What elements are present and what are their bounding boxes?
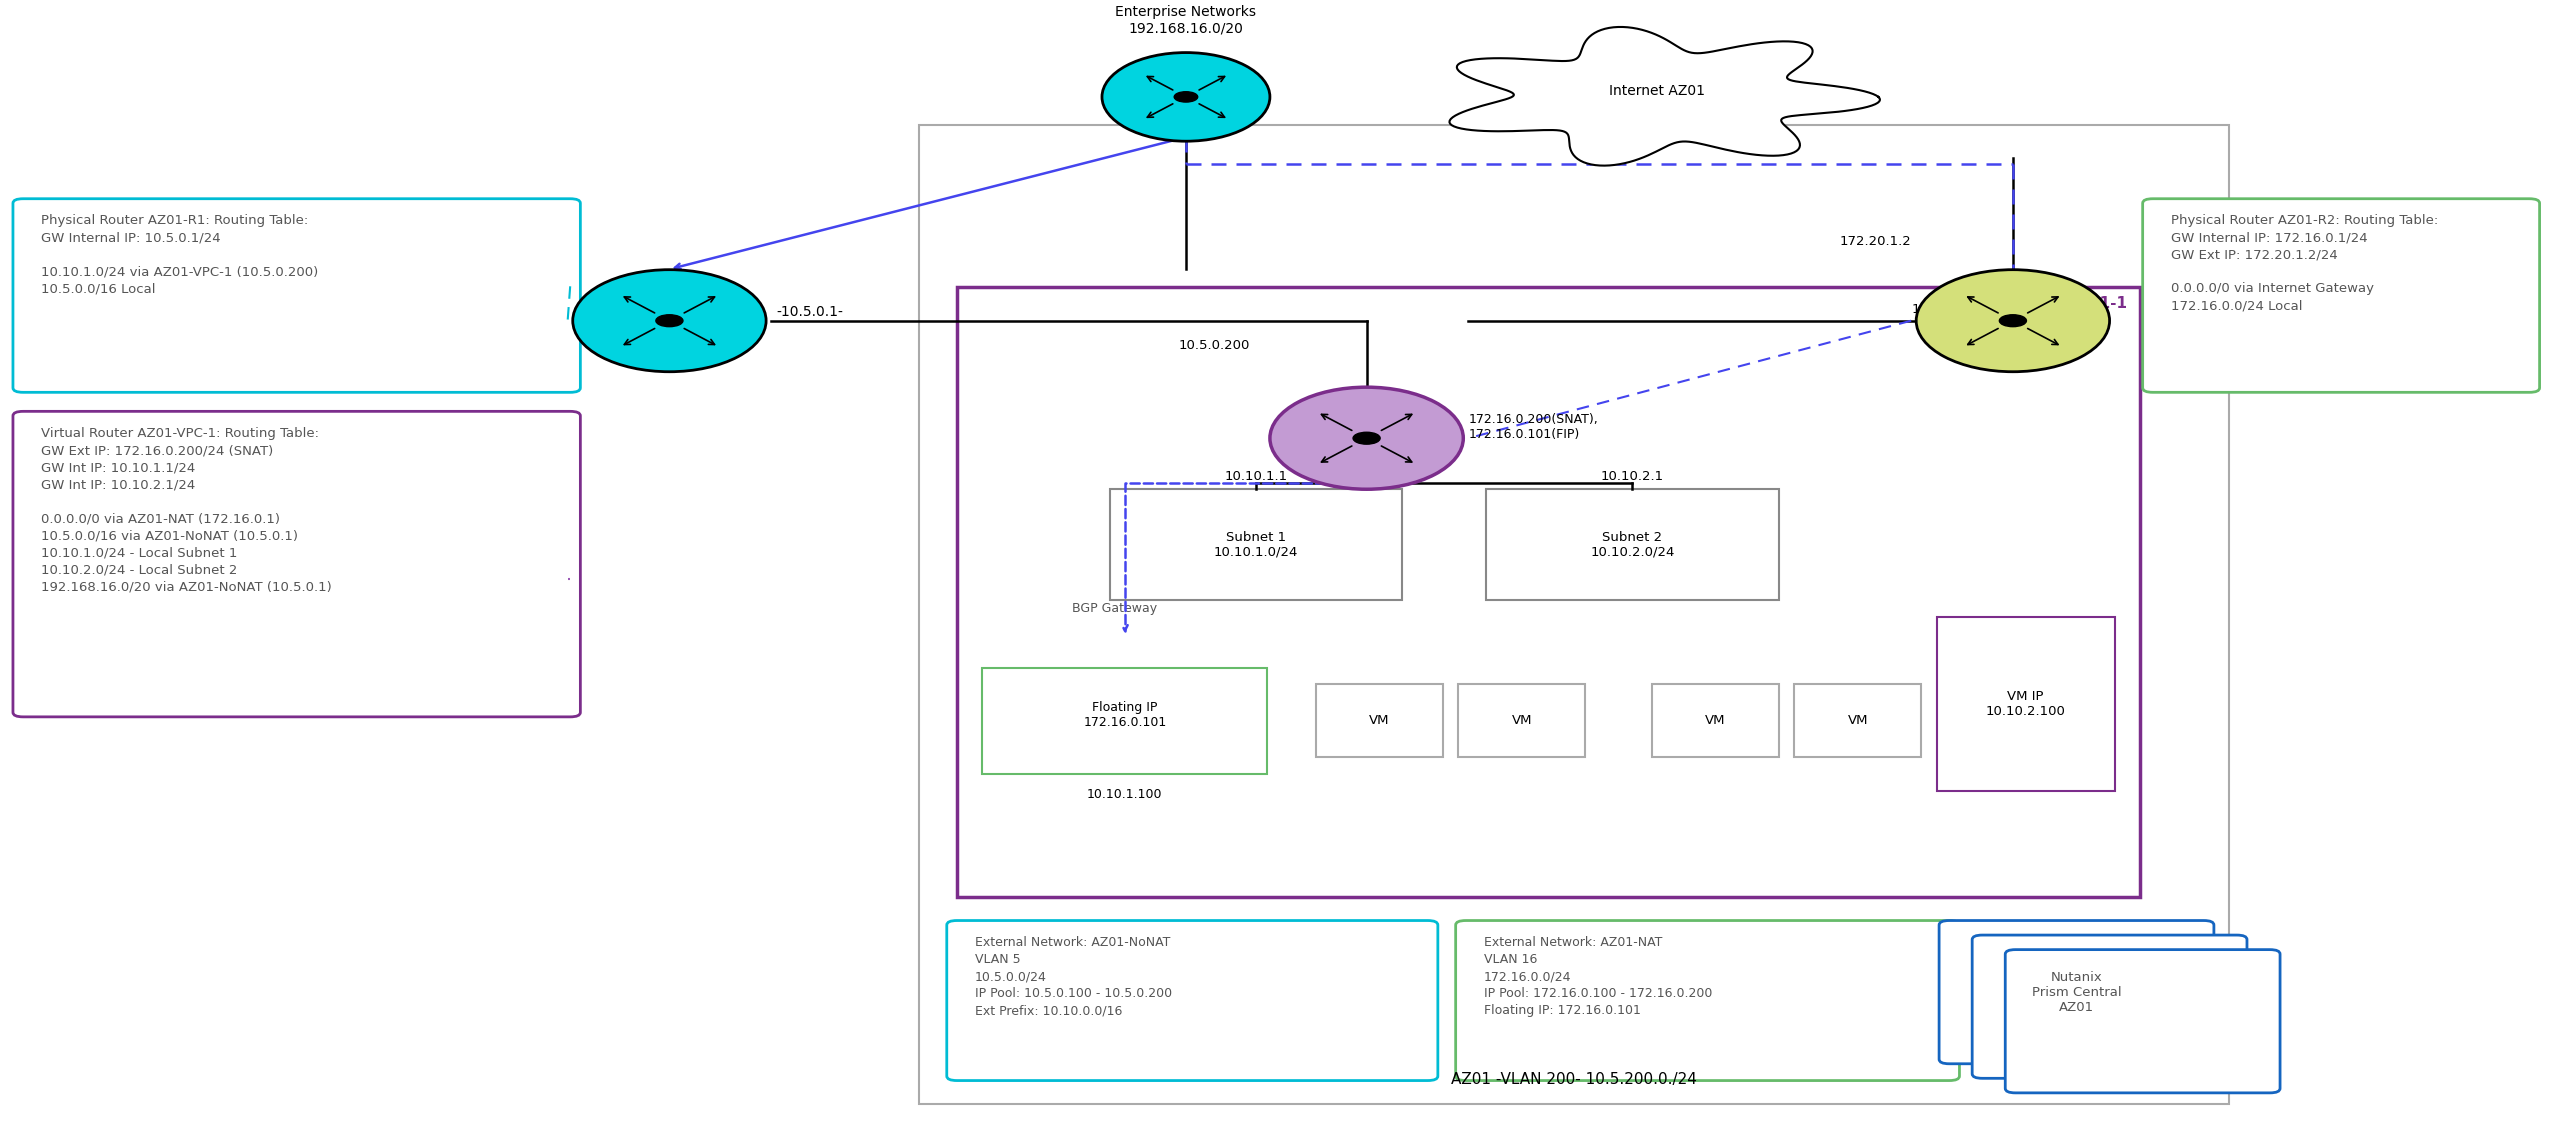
Polygon shape (1448, 28, 1879, 166)
Text: VM: VM (1512, 714, 1533, 728)
Text: Subnet 2
10.10.2.0/24: Subnet 2 10.10.2.0/24 (1591, 531, 1675, 558)
FancyBboxPatch shape (1971, 935, 2247, 1078)
Text: VM: VM (1706, 714, 1726, 728)
Text: AZ01 -VLAN 200- 10.5.200.0./24: AZ01 -VLAN 200- 10.5.200.0./24 (1451, 1073, 1696, 1088)
Text: VPC AZ01-1: VPC AZ01-1 (2027, 296, 2127, 311)
Text: 172.16.0.1-: 172.16.0.1- (1910, 303, 1986, 316)
Ellipse shape (1102, 53, 1270, 141)
Text: Subnet 1
10.10.1.0/24: Subnet 1 10.10.1.0/24 (1214, 531, 1298, 558)
Text: Physical Router AZ01-R2: Routing Table:
GW Internal IP: 172.16.0.1/24
GW Ext IP:: Physical Router AZ01-R2: Routing Table: … (2170, 214, 2438, 313)
Text: Internet AZ01: Internet AZ01 (1609, 85, 1703, 99)
Text: External Network: AZ01-NAT
VLAN 16
172.16.0.0/24
IP Pool: 172.16.0.100 - 172.16.: External Network: AZ01-NAT VLAN 16 172.1… (1484, 936, 1711, 1018)
Text: 10.10.1.1: 10.10.1.1 (1224, 470, 1288, 482)
FancyBboxPatch shape (982, 668, 1267, 774)
Text: 172.20.1.2: 172.20.1.2 (1839, 235, 1910, 248)
Text: 10.10.2.1: 10.10.2.1 (1601, 470, 1665, 482)
Text: 10.5.0.200: 10.5.0.200 (1178, 339, 1250, 352)
FancyBboxPatch shape (1652, 684, 1780, 758)
FancyBboxPatch shape (1456, 920, 1958, 1081)
Text: BGP Gateway: BGP Gateway (1071, 602, 1158, 615)
Circle shape (1173, 92, 1198, 102)
FancyBboxPatch shape (1109, 488, 1402, 601)
Text: Virtual Router AZ01-VPC-1: Routing Table:
GW Ext IP: 172.16.0.200/24 (SNAT)
GW I: Virtual Router AZ01-VPC-1: Routing Table… (41, 427, 332, 592)
FancyBboxPatch shape (1459, 684, 1586, 758)
Text: Nutanix
Prism Central
AZ01: Nutanix Prism Central AZ01 (2032, 971, 2122, 1014)
FancyBboxPatch shape (2004, 950, 2280, 1093)
Ellipse shape (1915, 269, 2109, 371)
Text: -10.5.0.1-: -10.5.0.1- (775, 305, 844, 319)
FancyBboxPatch shape (1487, 488, 1780, 601)
FancyBboxPatch shape (956, 288, 2139, 897)
FancyBboxPatch shape (13, 411, 581, 717)
Text: VM: VM (1846, 714, 1869, 728)
Text: Enterprise Networks
192.168.16.0/20: Enterprise Networks 192.168.16.0/20 (1114, 5, 1257, 36)
Text: Physical Router AZ01-R1: Routing Table:
GW Internal IP: 10.5.0.1/24

10.10.1.0/2: Physical Router AZ01-R1: Routing Table: … (41, 214, 319, 296)
FancyBboxPatch shape (1935, 618, 2114, 791)
Circle shape (655, 315, 683, 327)
Ellipse shape (1270, 387, 1464, 489)
FancyBboxPatch shape (1938, 920, 2213, 1063)
FancyBboxPatch shape (1316, 684, 1443, 758)
Text: External Network: AZ01-NoNAT
VLAN 5
10.5.0.0/24
IP Pool: 10.5.0.100 - 10.5.0.200: External Network: AZ01-NoNAT VLAN 5 10.5… (974, 936, 1173, 1018)
Circle shape (1999, 315, 2027, 327)
Text: VM IP
10.10.2.100: VM IP 10.10.2.100 (1986, 690, 2066, 719)
FancyBboxPatch shape (946, 920, 1438, 1081)
Text: 10.10.1.100: 10.10.1.100 (1086, 787, 1163, 801)
Text: Floating IP
172.16.0.101: Floating IP 172.16.0.101 (1084, 701, 1165, 729)
FancyBboxPatch shape (1795, 684, 1920, 758)
Ellipse shape (574, 269, 765, 371)
Circle shape (1354, 432, 1380, 445)
Text: 172.16.0.200(SNAT),
172.16.0.101(FIP): 172.16.0.200(SNAT), 172.16.0.101(FIP) (1469, 413, 1599, 441)
FancyBboxPatch shape (918, 125, 2229, 1104)
FancyBboxPatch shape (13, 198, 581, 392)
FancyBboxPatch shape (2142, 198, 2540, 392)
Text: VM: VM (1369, 714, 1390, 728)
